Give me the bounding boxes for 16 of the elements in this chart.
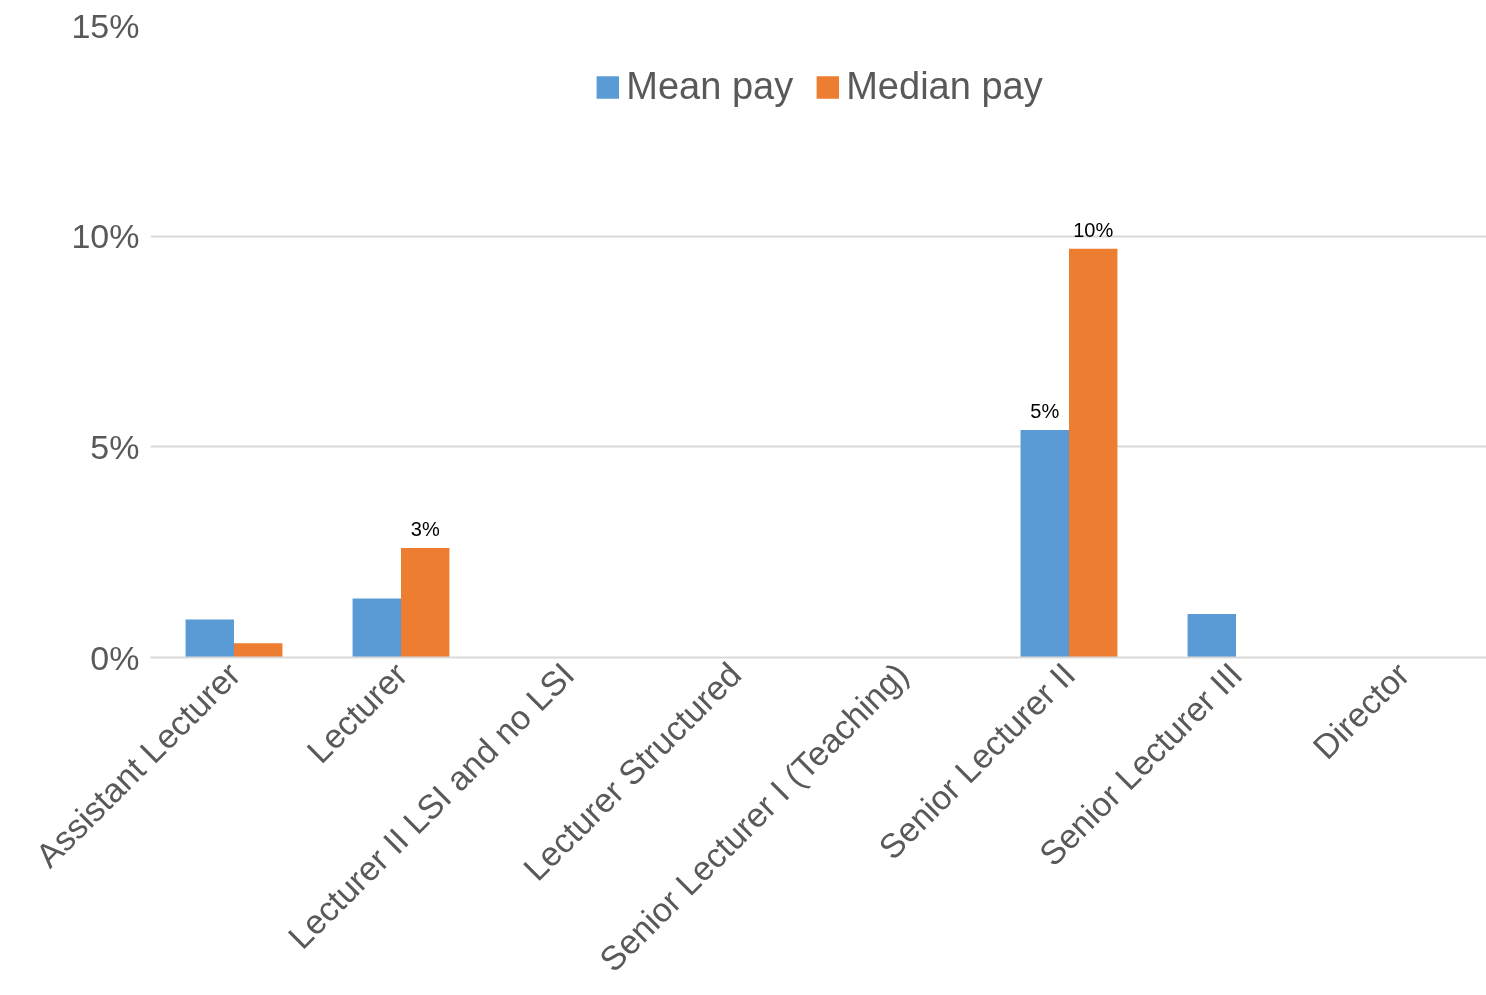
legend-label: Median pay	[846, 65, 1043, 108]
bar	[234, 643, 283, 658]
bar	[1187, 614, 1236, 658]
legend-label: Mean pay	[626, 65, 794, 108]
bar	[185, 619, 234, 658]
bar	[401, 547, 450, 658]
data-label: 3%	[410, 517, 440, 540]
y-tick-label: 10%	[71, 217, 140, 256]
bar	[352, 598, 401, 658]
data-label: 10%	[1073, 218, 1114, 241]
y-tick-label: 15%	[71, 6, 140, 45]
y-tick-label: 5%	[90, 427, 140, 466]
y-tick-label: 0%	[90, 638, 140, 677]
bar	[1020, 429, 1069, 658]
bar	[1069, 248, 1118, 658]
data-label: 5%	[1030, 399, 1060, 422]
